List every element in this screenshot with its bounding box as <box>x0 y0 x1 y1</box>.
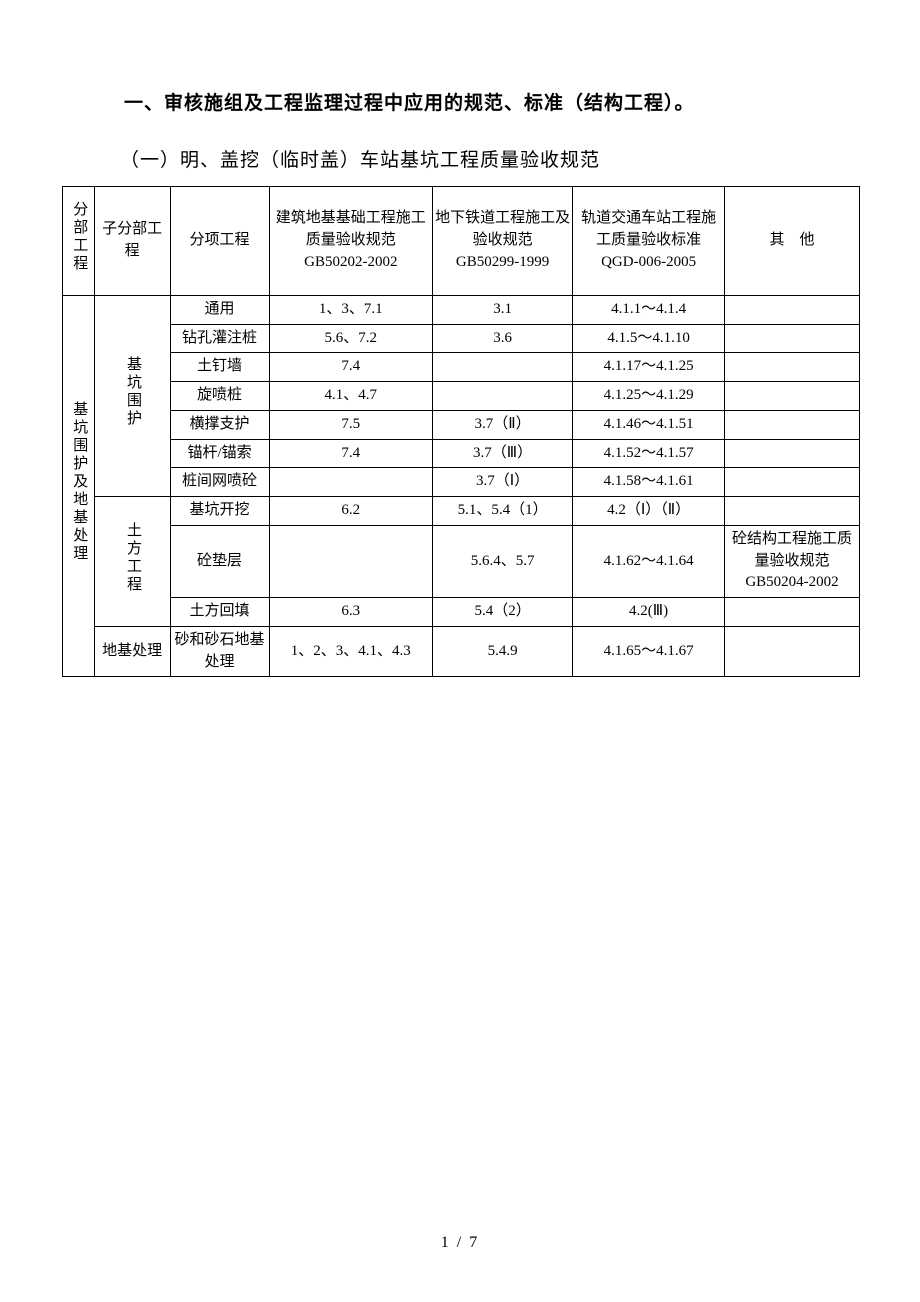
table-row: 旋喷桩 4.1、4.7 4.1.25～4.1.29 <box>63 382 860 411</box>
standards-table: 分部工程 子分部工程 分项工程 建筑地基基础工程施工质量验收规范GB50202-… <box>62 186 860 677</box>
gb50299-cell: 5.1、5.4（1） <box>433 497 573 526</box>
table-row: 土钉墙 7.4 4.1.17～4.1.25 <box>63 353 860 382</box>
gb50202-cell: 4.1、4.7 <box>269 382 432 411</box>
other-cell <box>725 468 860 497</box>
gb50299-cell: 3.7（Ⅲ） <box>433 439 573 468</box>
gb50202-cell <box>269 468 432 497</box>
qgd006-cell: 4.1.58～4.1.61 <box>573 468 725 497</box>
table-row: 横撑支护 7.5 3.7（Ⅱ） 4.1.46～4.1.51 <box>63 410 860 439</box>
gb50299-cell: 5.6.4、5.7 <box>433 525 573 597</box>
qgd006-cell: 4.2（Ⅰ）（Ⅱ） <box>573 497 725 526</box>
other-cell <box>725 598 860 627</box>
gb50299-cell: 3.6 <box>433 324 573 353</box>
item-cell: 砂和砂石地基处理 <box>170 626 269 677</box>
col-header-section: 分部工程 <box>63 187 95 296</box>
qgd006-cell: 4.2(Ⅲ) <box>573 598 725 627</box>
col-header-gb50299: 地下铁道工程施工及验收规范GB50299-1999 <box>433 187 573 296</box>
item-cell: 土方回填 <box>170 598 269 627</box>
table-row: 钻孔灌注桩 5.6、7.2 3.6 4.1.5～4.1.10 <box>63 324 860 353</box>
table-header-row: 分部工程 子分部工程 分项工程 建筑地基基础工程施工质量验收规范GB50202-… <box>63 187 860 296</box>
item-cell: 砼垫层 <box>170 525 269 597</box>
gb50299-cell: 5.4（2） <box>433 598 573 627</box>
section-cell: 基坑围护及地基处理 <box>63 295 95 677</box>
gb50202-cell: 1、2、3、4.1、4.3 <box>269 626 432 677</box>
other-cell <box>725 410 860 439</box>
item-cell: 桩间网喷砼 <box>170 468 269 497</box>
item-cell: 旋喷桩 <box>170 382 269 411</box>
gb50299-cell: 3.1 <box>433 295 573 324</box>
gb50202-cell: 6.3 <box>269 598 432 627</box>
subsection-cell: 土方工程 <box>94 497 170 627</box>
qgd006-cell: 4.1.25～4.1.29 <box>573 382 725 411</box>
gb50202-cell: 7.4 <box>269 353 432 382</box>
item-cell: 土钉墙 <box>170 353 269 382</box>
gb50202-cell: 5.6、7.2 <box>269 324 432 353</box>
col-header-gb50202: 建筑地基基础工程施工质量验收规范GB50202-2002 <box>269 187 432 296</box>
table-row: 基坑围护及地基处理 基坑围护 通用 1、3、7.1 3.1 4.1.1～4.1.… <box>63 295 860 324</box>
page-number: 1 / 7 <box>0 1234 920 1252</box>
col-header-item: 分项工程 <box>170 187 269 296</box>
other-cell <box>725 295 860 324</box>
gb50299-cell <box>433 382 573 411</box>
other-cell <box>725 439 860 468</box>
qgd006-cell: 4.1.52～4.1.57 <box>573 439 725 468</box>
qgd006-cell: 4.1.65～4.1.67 <box>573 626 725 677</box>
other-cell <box>725 382 860 411</box>
qgd006-cell: 4.1.46～4.1.51 <box>573 410 725 439</box>
other-cell <box>725 497 860 526</box>
item-cell: 锚杆/锚索 <box>170 439 269 468</box>
qgd006-cell: 4.1.5～4.1.10 <box>573 324 725 353</box>
gb50299-cell: 5.4.9 <box>433 626 573 677</box>
subsection-cell: 基坑围护 <box>94 295 170 496</box>
gb50299-cell: 3.7（Ⅱ） <box>433 410 573 439</box>
table-row: 土方工程 基坑开挖 6.2 5.1、5.4（1） 4.2（Ⅰ）（Ⅱ） <box>63 497 860 526</box>
other-cell <box>725 324 860 353</box>
item-cell: 横撑支护 <box>170 410 269 439</box>
table-row: 桩间网喷砼 3.7（Ⅰ） 4.1.58～4.1.61 <box>63 468 860 497</box>
other-cell <box>725 626 860 677</box>
col-header-subsection: 子分部工程 <box>94 187 170 296</box>
gb50202-cell: 7.4 <box>269 439 432 468</box>
qgd006-cell: 4.1.1～4.1.4 <box>573 295 725 324</box>
other-cell: 砼结构工程施工质量验收规范GB50204-2002 <box>725 525 860 597</box>
gb50299-cell <box>433 353 573 382</box>
item-cell: 基坑开挖 <box>170 497 269 526</box>
gb50202-cell: 1、3、7.1 <box>269 295 432 324</box>
item-cell: 钻孔灌注桩 <box>170 324 269 353</box>
other-cell <box>725 353 860 382</box>
table-row: 土方回填 6.3 5.4（2） 4.2(Ⅲ) <box>63 598 860 627</box>
table-row: 地基处理 砂和砂石地基处理 1、2、3、4.1、4.3 5.4.9 4.1.65… <box>63 626 860 677</box>
col-header-other: 其 他 <box>725 187 860 296</box>
col-header-qgd006: 轨道交通车站工程施工质量验收标准QGD-006-2005 <box>573 187 725 296</box>
qgd006-cell: 4.1.62～4.1.64 <box>573 525 725 597</box>
table-body: 基坑围护及地基处理 基坑围护 通用 1、3、7.1 3.1 4.1.1～4.1.… <box>63 295 860 677</box>
subsection-cell: 地基处理 <box>94 626 170 677</box>
gb50202-cell: 6.2 <box>269 497 432 526</box>
page-heading: 一、审核施组及工程监理过程中应用的规范、标准（结构工程）。 <box>124 88 860 115</box>
table-row: 砼垫层 5.6.4、5.7 4.1.62～4.1.64 砼结构工程施工质量验收规… <box>63 525 860 597</box>
item-cell: 通用 <box>170 295 269 324</box>
gb50202-cell <box>269 525 432 597</box>
qgd006-cell: 4.1.17～4.1.25 <box>573 353 725 382</box>
table-row: 锚杆/锚索 7.4 3.7（Ⅲ） 4.1.52～4.1.57 <box>63 439 860 468</box>
gb50299-cell: 3.7（Ⅰ） <box>433 468 573 497</box>
gb50202-cell: 7.5 <box>269 410 432 439</box>
page-subheading: （一）明、盖挖（临时盖）车站基坑工程质量验收规范 <box>120 145 860 172</box>
